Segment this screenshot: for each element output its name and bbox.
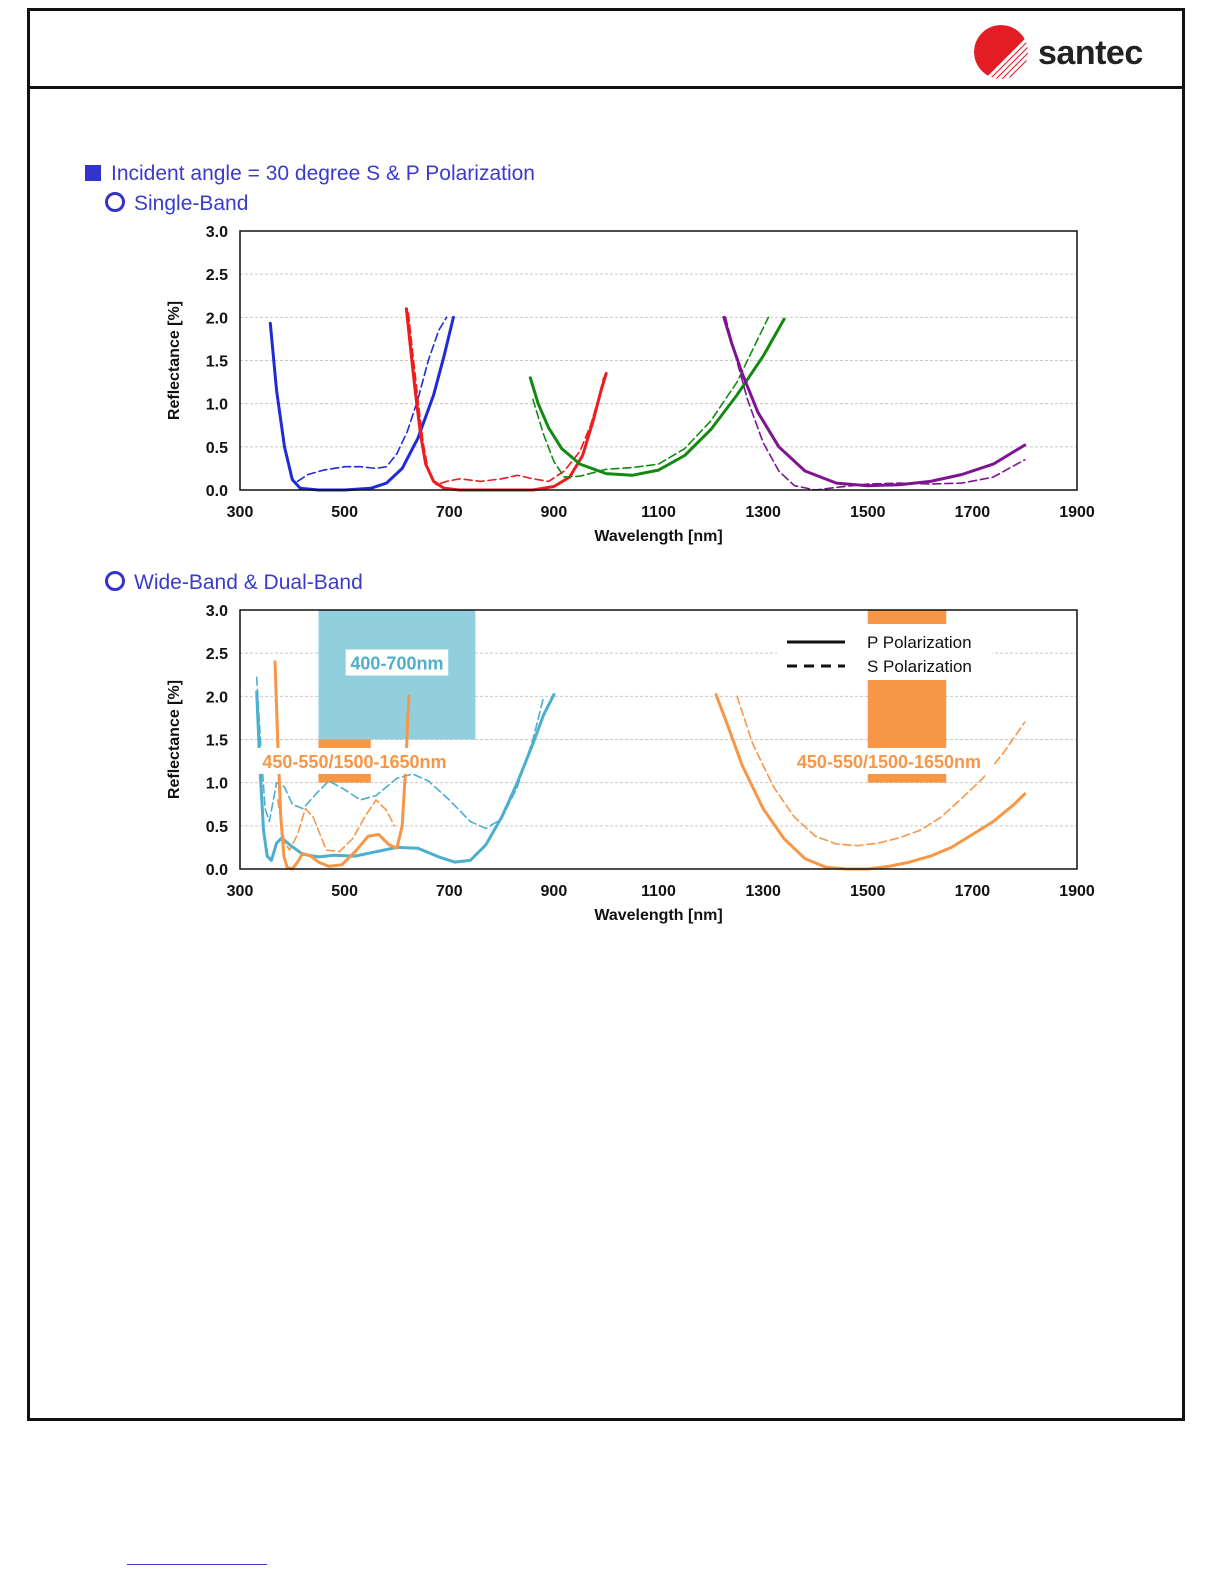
wide-dual-band-chart-svg: 0.0 0.5 1.0 1.5 2.0 2.5 3.0 300 500 700 900 1100 130…: [166, 603, 1095, 924]
x-tick-label: 1100: [641, 504, 676, 521]
header-divider: [27, 86, 1185, 89]
y-tick-label: 2.5: [206, 267, 228, 284]
circle-bullet-icon: [105, 571, 125, 591]
y-tick-label: 0.0: [206, 862, 228, 879]
y-tick-label: 2.0: [206, 310, 228, 327]
series-line-blue-dashed: [296, 316, 448, 483]
series-line-green-solid: [528, 317, 786, 477]
series-line-purple-dashed: [724, 316, 1026, 491]
band-label-backdrop: [250, 747, 459, 774]
x-tick-label: 500: [331, 504, 358, 521]
section-title: Incident angle = 30 degree S & P Polariz…: [85, 162, 535, 186]
y-axis-title: Reflectance [%]: [166, 680, 183, 799]
y-tick-label: 1.0: [206, 776, 228, 793]
series-line-orange-dashed: [276, 799, 396, 853]
series-line-orange-solid: [273, 660, 411, 871]
santec-logo-icon: [974, 25, 1028, 79]
y-tick-label: 0.5: [206, 440, 228, 457]
x-axis-title: Wavelength [nm]: [594, 528, 722, 545]
y-tick-label: 0.5: [206, 819, 228, 836]
x-tick-label: 1700: [955, 883, 991, 900]
y-axis-title: Reflectance [%]: [166, 301, 183, 420]
x-tick-label: 1500: [850, 883, 886, 900]
y-tick-label: 0.0: [206, 483, 228, 500]
x-tick-label: 1500: [850, 504, 886, 521]
series-line-red-dashed: [407, 312, 605, 486]
x-axis-title: Wavelength [nm]: [594, 907, 722, 924]
santec-logo: santec: [972, 24, 1177, 80]
x-tick-label: 500: [331, 883, 358, 900]
y-tick-label: 3.0: [206, 603, 228, 620]
chart2-subtitle-text: Wide-Band & Dual-Band: [134, 571, 363, 594]
x-tick-label: 1100: [641, 883, 676, 900]
chart1-subtitle: Single-Band: [105, 192, 248, 216]
series-line-green-dashed: [532, 316, 770, 478]
legend-entry: P Polarization: [867, 633, 972, 652]
footer-link-underline[interactable]: [127, 1564, 267, 1565]
wide-dual-band-chart: 0.0 0.5 1.0 1.5 2.0 2.5 3.0 300 500 700 900 1100 130…: [150, 601, 1120, 951]
y-tick-label: 1.5: [206, 354, 228, 371]
x-tick-label: 700: [436, 504, 463, 521]
series-line-blue-solid: [268, 315, 455, 492]
x-tick-label: 1700: [955, 504, 991, 521]
y-tick-label: 1.0: [206, 397, 228, 414]
y-tick-label: 1.5: [206, 733, 228, 750]
band-label-backdrop: [785, 747, 993, 774]
series-line-teal-dashed: [255, 676, 545, 830]
section-title-text: Incident angle = 30 degree S & P Polariz…: [111, 162, 535, 185]
legend-box: [777, 624, 992, 680]
series-line-orange-dashed: [736, 695, 1026, 847]
band-label: 450-550/1500-1650nm: [262, 752, 446, 772]
single-band-chart: 0.0 0.5 1.0 1.5 2.0 2.5 3.0 300 500 700 900 1100 130…: [150, 222, 1120, 567]
x-tick-label: 1300: [745, 504, 781, 521]
square-bullet-icon: [85, 165, 101, 181]
single-band-chart-svg: 0.0 0.5 1.0 1.5 2.0 2.5 3.0 300 500 700 900 1100 130…: [166, 224, 1095, 545]
band-label: 450-550/1500-1650nm: [797, 752, 981, 772]
x-tick-label: 1900: [1059, 504, 1095, 521]
y-tick-label: 2.0: [206, 689, 228, 706]
plot-area-border: [239, 609, 1078, 870]
x-tick-label: 700: [436, 883, 463, 900]
brand-name: santec: [1038, 34, 1143, 72]
x-tick-label: 900: [541, 883, 568, 900]
x-tick-label: 1300: [745, 883, 781, 900]
x-tick-label: 300: [227, 883, 254, 900]
band-label-backdrop: [345, 649, 449, 676]
series-line-purple-solid: [722, 315, 1027, 488]
x-tick-label: 900: [541, 504, 568, 521]
y-tick-label: 3.0: [206, 224, 228, 241]
circle-bullet-icon: [105, 192, 125, 212]
y-tick-label: 2.5: [206, 646, 228, 663]
x-tick-label: 300: [227, 504, 254, 521]
legend-entry: S Polarization: [867, 657, 972, 676]
band-label: 400-700nm: [350, 654, 443, 674]
chart2-subtitle: Wide-Band & Dual-Band: [105, 571, 363, 595]
plot-area-border: [239, 230, 1078, 491]
series-line-teal-solid: [255, 690, 556, 864]
x-tick-label: 1900: [1059, 883, 1095, 900]
chart1-subtitle-text: Single-Band: [134, 192, 249, 215]
page-frame: [27, 8, 1185, 1421]
